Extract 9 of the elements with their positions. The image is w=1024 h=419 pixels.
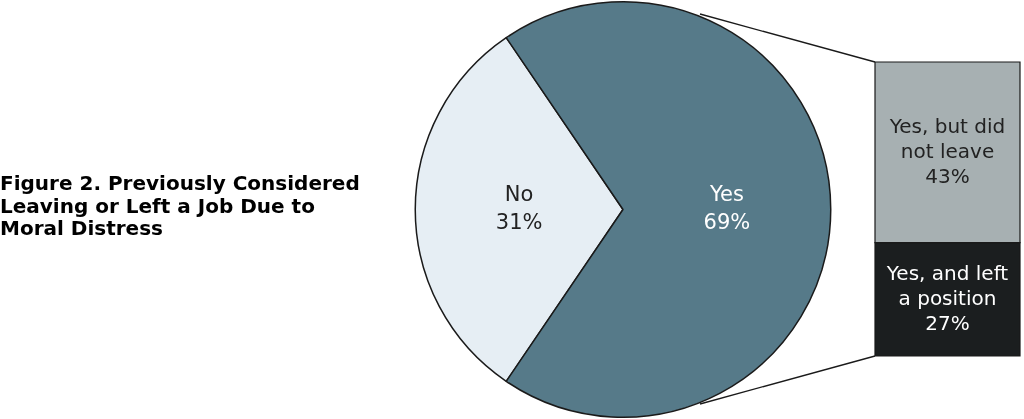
- series-label: Yes, but did not leave: [888, 113, 1006, 163]
- data-label: 27%: [925, 310, 970, 335]
- data-label: 43%: [925, 163, 970, 188]
- slice-label: Yes: [708, 181, 744, 206]
- data-label: 31%: [495, 209, 543, 234]
- slice-label: No: [504, 181, 534, 206]
- data-label: 69%: [703, 209, 751, 234]
- text: Figure 2. Previously Considered Leaving or Left a Job Due to Moral Distress: [0, 171, 361, 240]
- series-label: Yes, and left a position: [885, 260, 1009, 310]
